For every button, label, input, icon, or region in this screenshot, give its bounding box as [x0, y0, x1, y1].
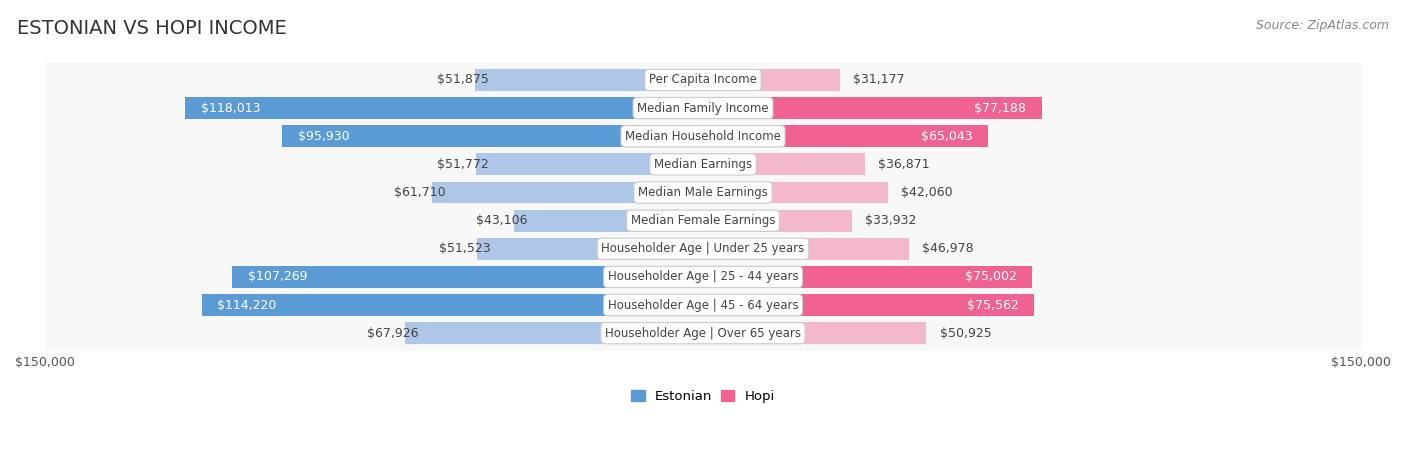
Text: $31,177: $31,177 — [853, 73, 904, 86]
Bar — [703, 97, 1042, 119]
Text: $61,710: $61,710 — [394, 186, 446, 199]
Text: $36,871: $36,871 — [877, 158, 929, 171]
Bar — [703, 182, 887, 204]
Bar — [703, 266, 1032, 288]
Text: $107,269: $107,269 — [247, 270, 308, 283]
Bar — [703, 322, 927, 344]
Text: $51,875: $51,875 — [437, 73, 488, 86]
FancyBboxPatch shape — [41, 0, 1365, 467]
Bar — [703, 294, 1035, 316]
Bar — [477, 238, 703, 260]
Text: $118,013: $118,013 — [201, 102, 260, 114]
Text: Median Household Income: Median Household Income — [626, 130, 780, 143]
Text: $51,772: $51,772 — [437, 158, 489, 171]
FancyBboxPatch shape — [41, 0, 1365, 467]
Bar — [475, 154, 703, 175]
Text: Median Female Earnings: Median Female Earnings — [631, 214, 775, 227]
Text: $42,060: $42,060 — [901, 186, 952, 199]
Text: $75,562: $75,562 — [967, 298, 1019, 311]
FancyBboxPatch shape — [41, 0, 1365, 467]
Bar — [703, 154, 865, 175]
Text: $67,926: $67,926 — [367, 327, 418, 340]
Bar — [475, 69, 703, 91]
FancyBboxPatch shape — [41, 0, 1365, 467]
Text: Per Capita Income: Per Capita Income — [650, 73, 756, 86]
Text: $77,188: $77,188 — [974, 102, 1026, 114]
Bar — [283, 125, 703, 147]
Bar — [202, 294, 703, 316]
FancyBboxPatch shape — [41, 0, 1365, 467]
Bar — [432, 182, 703, 204]
FancyBboxPatch shape — [41, 0, 1365, 467]
Text: ESTONIAN VS HOPI INCOME: ESTONIAN VS HOPI INCOME — [17, 19, 287, 38]
Text: Median Male Earnings: Median Male Earnings — [638, 186, 768, 199]
Text: $114,220: $114,220 — [218, 298, 277, 311]
Text: Householder Age | Over 65 years: Householder Age | Over 65 years — [605, 327, 801, 340]
Text: $33,932: $33,932 — [865, 214, 917, 227]
Text: Householder Age | Under 25 years: Householder Age | Under 25 years — [602, 242, 804, 255]
Text: Median Family Income: Median Family Income — [637, 102, 769, 114]
FancyBboxPatch shape — [41, 0, 1365, 467]
Text: Median Earnings: Median Earnings — [654, 158, 752, 171]
Bar — [703, 125, 988, 147]
FancyBboxPatch shape — [41, 0, 1365, 467]
Text: $46,978: $46,978 — [922, 242, 974, 255]
Bar — [513, 210, 703, 232]
Bar — [703, 238, 910, 260]
FancyBboxPatch shape — [41, 0, 1365, 467]
Bar — [405, 322, 703, 344]
Text: Householder Age | 45 - 64 years: Householder Age | 45 - 64 years — [607, 298, 799, 311]
Text: $43,106: $43,106 — [475, 214, 527, 227]
Bar — [232, 266, 703, 288]
Text: $95,930: $95,930 — [298, 130, 349, 143]
Text: $50,925: $50,925 — [939, 327, 991, 340]
Text: Source: ZipAtlas.com: Source: ZipAtlas.com — [1256, 19, 1389, 32]
Text: $75,002: $75,002 — [965, 270, 1017, 283]
Text: $65,043: $65,043 — [921, 130, 973, 143]
Bar — [703, 210, 852, 232]
Bar — [703, 69, 839, 91]
Bar — [186, 97, 703, 119]
Text: $51,523: $51,523 — [439, 242, 491, 255]
FancyBboxPatch shape — [41, 0, 1365, 467]
Legend: Estonian, Hopi: Estonian, Hopi — [626, 385, 780, 409]
Text: Householder Age | 25 - 44 years: Householder Age | 25 - 44 years — [607, 270, 799, 283]
